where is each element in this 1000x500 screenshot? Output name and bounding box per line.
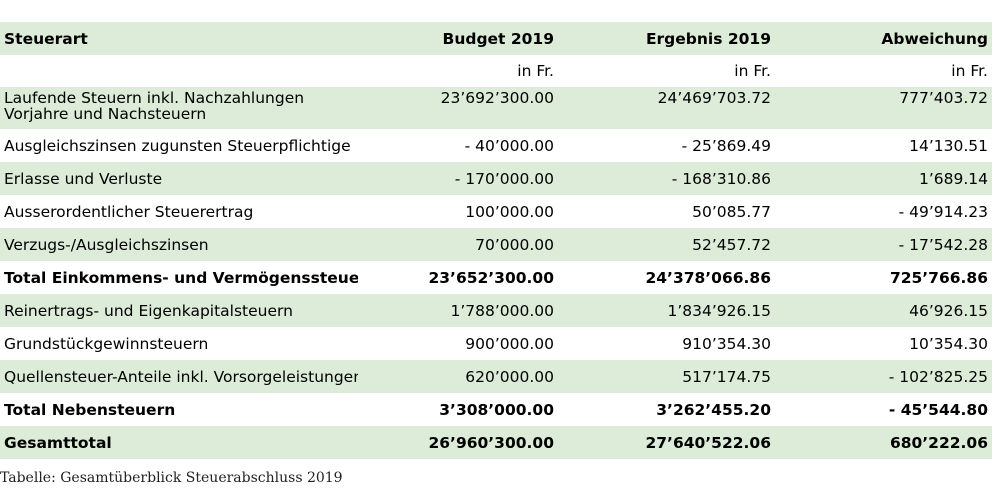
row-budget: 100’000.00: [465, 202, 554, 221]
table-row: Laufende Steuern inkl. Nachzahlungen Vor…: [0, 87, 992, 129]
row-budget: 620’000.00: [358, 360, 558, 393]
row-budget: - 40’000.00: [464, 136, 554, 155]
row-diff: - 17’542.28: [775, 228, 992, 261]
row-result: 910’354.30: [682, 334, 771, 353]
row-result: - 168’310.86: [558, 162, 775, 195]
row-budget: 26’960’300.00: [358, 426, 558, 459]
row-diff: 1’689.14: [775, 162, 992, 195]
table-row: Ausserordentlicher Steuerertrag 100’000.…: [0, 195, 992, 228]
table-row: Verzugs-/Ausgleichszinsen 70’000.00 52’4…: [0, 228, 992, 261]
tax-summary-table: Steuerart Budget 2019 Ergebnis 2019 Abwe…: [0, 22, 992, 459]
row-result: 24’469’703.72: [558, 87, 775, 129]
row-diff: 680’222.06: [775, 426, 992, 459]
row-label: Total Nebensteuern: [4, 400, 176, 419]
row-label: Grundstückgewinnsteuern: [4, 334, 209, 353]
row-budget: - 170’000.00: [358, 162, 558, 195]
row-label: Quellensteuer-Anteile inkl. Vorsorgeleis…: [0, 360, 358, 393]
row-budget: 900’000.00: [465, 334, 554, 353]
row-diff: 46’926.15: [775, 294, 992, 327]
row-result: 24’378’066.86: [645, 268, 771, 287]
unit-ergebnis: in Fr.: [734, 62, 771, 80]
row-budget: 3’308’000.00: [439, 400, 554, 419]
row-diff: - 49’914.23: [898, 202, 988, 221]
unit-row: in Fr. in Fr. in Fr.: [0, 55, 992, 87]
row-label: Ausserordentlicher Steuerertrag: [4, 202, 254, 221]
row-result: - 25’869.49: [681, 136, 771, 155]
unit-abweichung: in Fr.: [951, 62, 988, 80]
row-diff: 10’354.30: [909, 334, 988, 353]
row-diff: - 102’825.25: [775, 360, 992, 393]
header-steuerart: Steuerart: [0, 22, 358, 55]
row-diff: 725’766.86: [889, 268, 988, 287]
row-diff: 14’130.51: [909, 136, 988, 155]
row-result: 1’834’926.15: [558, 294, 775, 327]
row-label: Laufende Steuern inkl. Nachzahlungen Vor…: [0, 87, 358, 129]
row-label: Verzugs-/Ausgleichszinsen: [0, 228, 358, 261]
row-label: Erlasse und Verluste: [0, 162, 358, 195]
row-result: 27’640’522.06: [558, 426, 775, 459]
row-result: 517’174.75: [558, 360, 775, 393]
row-label: Total Einkommens- und Vermögenssteuern: [4, 268, 358, 287]
unit-label: [0, 55, 358, 87]
subtotal-row: Total Einkommens- und Vermögenssteuern 2…: [0, 261, 992, 294]
table-row: Erlasse und Verluste - 170’000.00 - 168’…: [0, 162, 992, 195]
row-diff: 777’403.72: [775, 87, 992, 129]
row-label: Ausgleichszinsen zugunsten Steuerpflicht…: [4, 136, 351, 155]
header-budget: Budget 2019: [358, 22, 558, 55]
unit-budget: in Fr.: [517, 62, 554, 80]
row-budget: 1’788’000.00: [358, 294, 558, 327]
header-abweichung: Abweichung: [775, 22, 992, 55]
table-header-row: Steuerart Budget 2019 Ergebnis 2019 Abwe…: [0, 22, 992, 55]
table-row: Ausgleichszinsen zugunsten Steuerpflicht…: [0, 129, 992, 162]
table-row: Grundstückgewinnsteuern 900’000.00 910’3…: [0, 327, 992, 360]
subtotal-row: Total Nebensteuern 3’308’000.00 3’262’45…: [0, 393, 992, 426]
table-row: Quellensteuer-Anteile inkl. Vorsorgeleis…: [0, 360, 992, 393]
row-label: Gesamttotal: [0, 426, 358, 459]
row-budget: 70’000.00: [358, 228, 558, 261]
header-ergebnis: Ergebnis 2019: [558, 22, 775, 55]
row-result: 3’262’455.20: [656, 400, 771, 419]
row-budget: 23’692’300.00: [358, 87, 558, 129]
table-caption: Tabelle: Gesamtüberblick Steuerabschluss…: [0, 470, 343, 486]
grand-total-row: Gesamttotal 26’960’300.00 27’640’522.06 …: [0, 426, 992, 459]
row-result: 52’457.72: [558, 228, 775, 261]
row-label: Reinertrags- und Eigenkapitalsteuern: [0, 294, 358, 327]
row-result: 50’085.77: [692, 202, 771, 221]
row-budget: 23’652’300.00: [428, 268, 554, 287]
row-diff: - 45’544.80: [888, 400, 988, 419]
table-row: Reinertrags- und Eigenkapitalsteuern 1’7…: [0, 294, 992, 327]
